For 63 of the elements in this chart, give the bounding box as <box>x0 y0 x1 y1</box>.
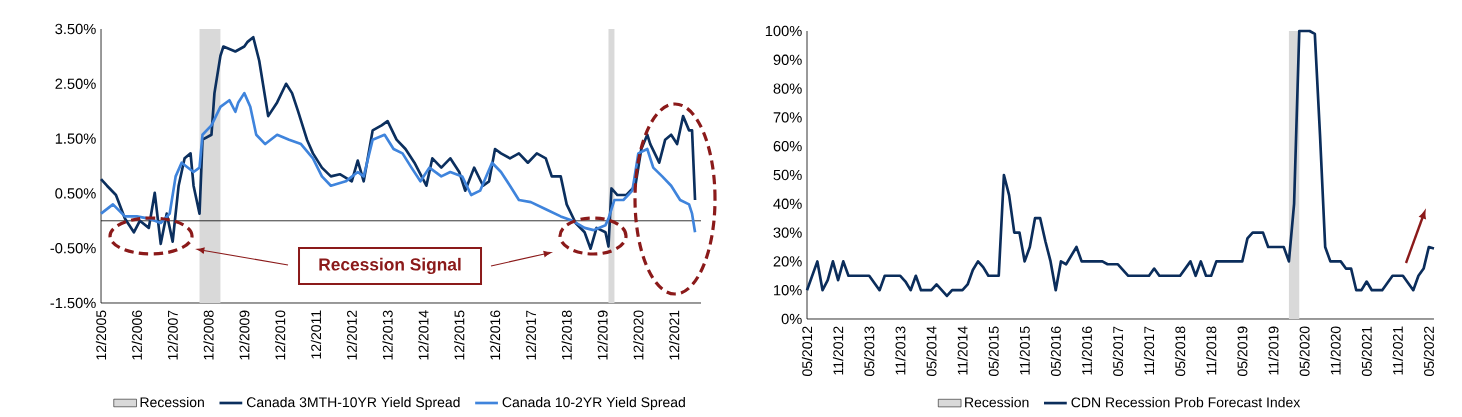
x-tick-label: 11/2021 <box>1392 326 1403 375</box>
x-tick-label: 12/2017 <box>525 310 537 360</box>
x-tick-label: 05/2015 <box>988 326 999 376</box>
x-tick-label: 12/2018 <box>561 310 572 360</box>
x-tick-label: 05/2017 <box>1112 326 1124 376</box>
y-tick-label: 0.50% <box>55 188 96 199</box>
x-tick-label: 12/2016 <box>489 310 501 360</box>
x-tick-label: 05/2016 <box>1050 326 1061 376</box>
x-tick-label: 11/2017 <box>1143 326 1155 375</box>
line-series <box>805 29 1436 298</box>
y-tick-label: 40% <box>773 198 802 209</box>
x-tick-label: 12/2019 <box>597 310 608 360</box>
x-tick-label: 05/2012 <box>801 326 813 376</box>
x-tick-label: 12/2005 <box>95 310 107 360</box>
x-tick-label: 05/2022 <box>1423 326 1434 376</box>
legend-label: Recession <box>140 396 204 408</box>
x-tick-label: 12/2014 <box>418 310 429 360</box>
x-tick-label: 12/2008 <box>203 310 214 360</box>
y-tick-label: -1.50% <box>50 297 96 309</box>
x-tick-label: 12/2021 <box>669 310 680 360</box>
y-tick-label: 90% <box>773 54 802 65</box>
legend-label: Recession <box>965 397 1029 408</box>
x-tick-label: 12/2007 <box>167 310 178 360</box>
y-tick-label: 70% <box>773 112 802 123</box>
x-tick-label: 11/2012 <box>832 326 844 375</box>
x-tick-label: 11/2015 <box>1019 326 1030 375</box>
x-tick-label: 11/2018 <box>1206 326 1217 375</box>
x-tick-label: 12/2011 <box>310 310 322 359</box>
x-tick-label: 05/2020 <box>1299 326 1310 376</box>
x-tick-label: 05/2019 <box>1237 326 1248 376</box>
x-tick-label: 11/2019 <box>1268 326 1279 375</box>
x-tick-label: 12/2015 <box>454 310 465 360</box>
y-tick-label: 10% <box>774 285 802 296</box>
legend-label: Canada 10-2YR Yield Spread <box>502 396 685 410</box>
x-tick-label: 11/2020 <box>1330 326 1341 375</box>
annotation: Recession Signal <box>319 257 461 275</box>
x-tick-label: 12/2006 <box>131 310 142 360</box>
x-tick-label: 05/2013 <box>864 326 875 376</box>
x-tick-label: 05/2018 <box>1174 326 1186 376</box>
x-tick-label: 11/2014 <box>957 326 968 375</box>
x-tick-label: 05/2021 <box>1361 326 1372 376</box>
y-tick-label: 30% <box>773 227 802 238</box>
y-tick-label: 20% <box>773 256 802 267</box>
legend-label: CDN Recession Prob Forecast Index <box>1071 397 1301 408</box>
x-tick-label: 11/2013 <box>895 326 906 375</box>
x-tick-label: 12/2009 <box>239 310 250 360</box>
legend-label: Canada 3MTH-10YR Yield Spread <box>246 396 460 410</box>
y-tick-label: 3.50% <box>55 23 96 35</box>
y-tick-label: 100% <box>765 25 802 37</box>
x-tick-label: 11/2016 <box>1081 326 1092 375</box>
y-tick-label: 2.50% <box>55 78 96 89</box>
x-tick-label: 12/2012 <box>346 310 357 360</box>
y-tick-label: -0.50% <box>50 243 96 254</box>
y-tick-label: 60% <box>773 141 802 152</box>
y-tick-label: 50% <box>773 169 802 181</box>
y-tick-label: 80% <box>773 83 802 94</box>
x-tick-label: 05/2014 <box>926 326 937 376</box>
y-tick-label: 0% <box>781 313 802 325</box>
x-tick-label: 12/2010 <box>274 310 286 360</box>
x-tick-label: 12/2020 <box>633 310 644 360</box>
y-tick-label: 1.50% <box>55 133 96 144</box>
x-tick-label: 12/2013 <box>382 310 393 360</box>
line-series <box>99 91 697 234</box>
